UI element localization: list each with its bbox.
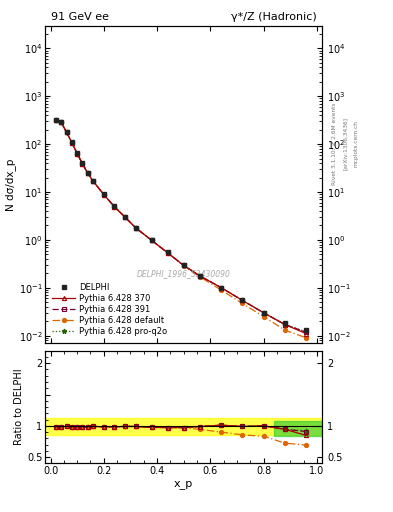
Y-axis label: N dσ/dx_p: N dσ/dx_p bbox=[5, 158, 16, 210]
Bar bbox=[45, 418, 322, 435]
Text: DELPHI_1996_S3430090: DELPHI_1996_S3430090 bbox=[137, 269, 231, 278]
Legend: DELPHI, Pythia 6.428 370, Pythia 6.428 391, Pythia 6.428 default, Pythia 6.428 p: DELPHI, Pythia 6.428 370, Pythia 6.428 3… bbox=[50, 281, 170, 339]
Bar bbox=[274, 421, 322, 436]
Text: γ*/Z (Hadronic): γ*/Z (Hadronic) bbox=[231, 12, 317, 23]
Text: Rivet 3.1.10; ≥ 2.6M events: Rivet 3.1.10; ≥ 2.6M events bbox=[332, 102, 337, 185]
Y-axis label: Ratio to DELPHI: Ratio to DELPHI bbox=[14, 369, 24, 445]
Text: [arXiv:1306.3436]: [arXiv:1306.3436] bbox=[343, 117, 348, 170]
Text: 91 GeV ee: 91 GeV ee bbox=[51, 12, 109, 23]
X-axis label: x_p: x_p bbox=[174, 479, 193, 489]
Text: mcplots.cern.ch: mcplots.cern.ch bbox=[354, 120, 359, 167]
